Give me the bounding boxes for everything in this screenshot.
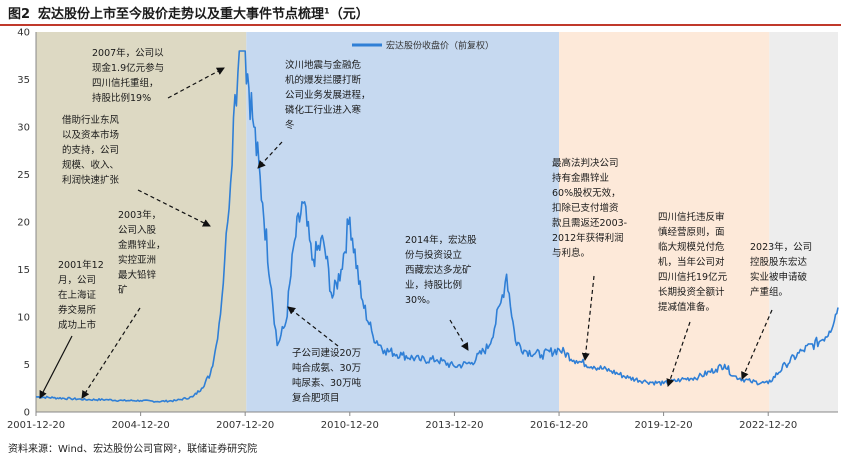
x-tick-label: 2019-12-20 (635, 420, 693, 431)
annotation-a2007-line: 四川信托重组， (92, 77, 159, 89)
x-tick-label: 2016-12-20 (530, 420, 588, 431)
annotation-a2007-line: 持股比例19% (92, 92, 151, 104)
period-band-0 (36, 32, 247, 412)
figure-title: 宏达股份上市至今股价走势以及重大事件节点梳理¹（元） (38, 7, 369, 22)
annotation-a2007-line: 现金1.9亿元参与 (92, 62, 164, 74)
price-line-layer (35, 50, 839, 403)
arrow-a2003 (81, 307, 141, 399)
annotation-aTrust-line: 慎经营原则，面 (658, 226, 725, 238)
arrow-aSub (287, 306, 339, 347)
chart-title: 图2 宏达股份上市至今股价走势以及重大事件节点梳理¹（元） (8, 3, 369, 22)
annotation-a2014-line: 业，持股比例 (405, 279, 462, 291)
y-tick-label: 5 (24, 360, 30, 371)
annotation-a2003-line: 矿 (118, 284, 128, 296)
annotation-aTrust-line: 四川信托19亿元 (658, 271, 728, 283)
annotation-arrows (39, 67, 773, 399)
annotation-aTrust-line: 长期投资全额计 (658, 286, 725, 298)
annotation-aBoom-line: 规模、收入、 (62, 159, 119, 171)
arrow-a2014 (449, 319, 469, 351)
source-note: 资料来源：Wind、宏达股份公司官网²，联储证券研究院 (8, 444, 258, 455)
price-series-line (35, 50, 839, 403)
arrow-a2007 (167, 67, 225, 99)
annotation-aCourt-line: 60%股权无效， (552, 187, 621, 199)
x-tick-label: 2010-12-20 (321, 420, 379, 431)
annotation-a2001-line: 2001年12 (58, 259, 104, 271)
period-band-2 (559, 32, 770, 412)
annotation-aQuake-line: 汶川地震与金融危 (285, 59, 362, 71)
annotation-a2007-line: 2007年，公司以 (92, 47, 164, 59)
annotation-a2023-line: 产重组。 (750, 286, 788, 298)
annotation-a2003-line: 金鼎锌业， (118, 239, 166, 251)
arrow-aQuake (257, 141, 283, 169)
annotation-a2001-line: 在上海证 (58, 289, 97, 301)
y-tick-label: 15 (17, 265, 30, 276)
x-tick-label: 2007-12-20 (216, 420, 274, 431)
annotation-a2023-line: 实业被申请破 (750, 271, 808, 283)
y-tick-label: 40 (17, 28, 30, 39)
x-tick-label: 2004-12-20 (112, 420, 170, 431)
annotation-a2023-line: 控股股东宏达 (750, 256, 808, 268)
annotation-aTrust-line: 临大规模兑付危 (658, 241, 725, 253)
annotation-a2014-line: 份与投资设立 (405, 249, 462, 261)
annotation-aBoom-line: 的支持，公司 (62, 144, 119, 156)
annotation-a2003-line: 公司入股 (118, 225, 157, 236)
arrow-a2001 (39, 335, 73, 399)
title-rule (0, 24, 841, 26)
period-band-3 (769, 32, 838, 412)
annotation-aBoom-line: 借助行业东风 (62, 114, 120, 126)
annotation-aTrust-line: 提减值准备。 (658, 301, 715, 313)
annotation-aBoom-line: 利润快速扩张 (62, 174, 120, 186)
y-tick-label: 35 (17, 75, 30, 86)
annotation-a2001-line: 券交易所 (58, 304, 97, 316)
arrow-aTrust (666, 321, 691, 387)
annotation-aQuake-line: 磷化工行业进入寒 (285, 104, 362, 116)
chart-axes: 0 5 10 15 20 25 30 35 40 2001-12-20 2004-12-20 2007… (7, 28, 838, 431)
annotation-aQuake-line: 冬 (285, 119, 295, 131)
annotation-a2003-line: 2003年， (118, 209, 161, 221)
annotation-a2001-line: 成功上市 (58, 319, 97, 331)
y-tick-label: 20 (17, 218, 30, 229)
y-tick-label: 0 (24, 408, 30, 419)
annotation-aTrust-line: 机，当年公司对 (658, 256, 725, 268)
legend-label: 宏达股份收盘价（前复权） (386, 40, 494, 52)
x-tick-label: 2022-12-20 (739, 420, 797, 431)
annotation-aCourt-line: 款且需返还2003- (552, 217, 627, 229)
annotation-aSub-line: 复合肥项目 (292, 392, 340, 404)
annotation-aCourt-line: 扣除已支付增资 (552, 202, 619, 214)
annotation-aQuake-line: 公司业务发展进程， (285, 89, 371, 101)
annotation-aCourt-line: 持有金鼎锌业 (552, 172, 609, 184)
figure-label: 图2 (8, 7, 31, 22)
y-tick-label: 30 (17, 123, 30, 134)
annotation-aBoom-line: 以及资本市场 (62, 129, 119, 141)
period-bands (36, 32, 838, 412)
y-tick-label: 10 (17, 313, 30, 324)
x-tick-label: 2001-12-20 (7, 420, 65, 431)
annotation-a2003-line: 实控亚洲 (118, 254, 156, 266)
annotation-a2001-line: 月，公司 (58, 275, 96, 286)
arrow-aCourt (581, 275, 595, 361)
annotation-a2014-line: 30%。 (405, 295, 436, 306)
annotation-aSub-line: 吨合成氨、30万 (292, 362, 361, 374)
annotation-aSub-line: 吨尿素、30万吨 (292, 377, 362, 389)
annotation-aTrust-line: 四川信托违反审 (658, 211, 725, 223)
annotation-a2014-line: 2014年，宏达股 (405, 234, 477, 246)
annotation-a2014-line: 西藏宏达多龙矿 (405, 264, 472, 276)
x-tick-label: 2013-12-20 (425, 420, 483, 431)
annotation-aCourt-line: 与利息。 (552, 247, 590, 259)
annotation-aSub-line: 子公司建设20万 (292, 347, 361, 359)
annotation-aCourt-line: 2012年获得利润 (552, 232, 624, 244)
annotation-a2023-line: 2023年，公司 (750, 241, 812, 253)
annotation-a2003-line: 最大铅锌 (118, 269, 157, 281)
chart-legend: 宏达股份收盘价（前复权） (352, 40, 494, 52)
arrow-a2023 (741, 309, 773, 380)
annotation-aQuake-line: 机的爆发拦腰打断 (285, 74, 362, 86)
period-band-1 (246, 32, 560, 412)
y-tick-label: 25 (17, 170, 30, 181)
annotation-aCourt-line: 最高法判决公司 (552, 157, 619, 169)
